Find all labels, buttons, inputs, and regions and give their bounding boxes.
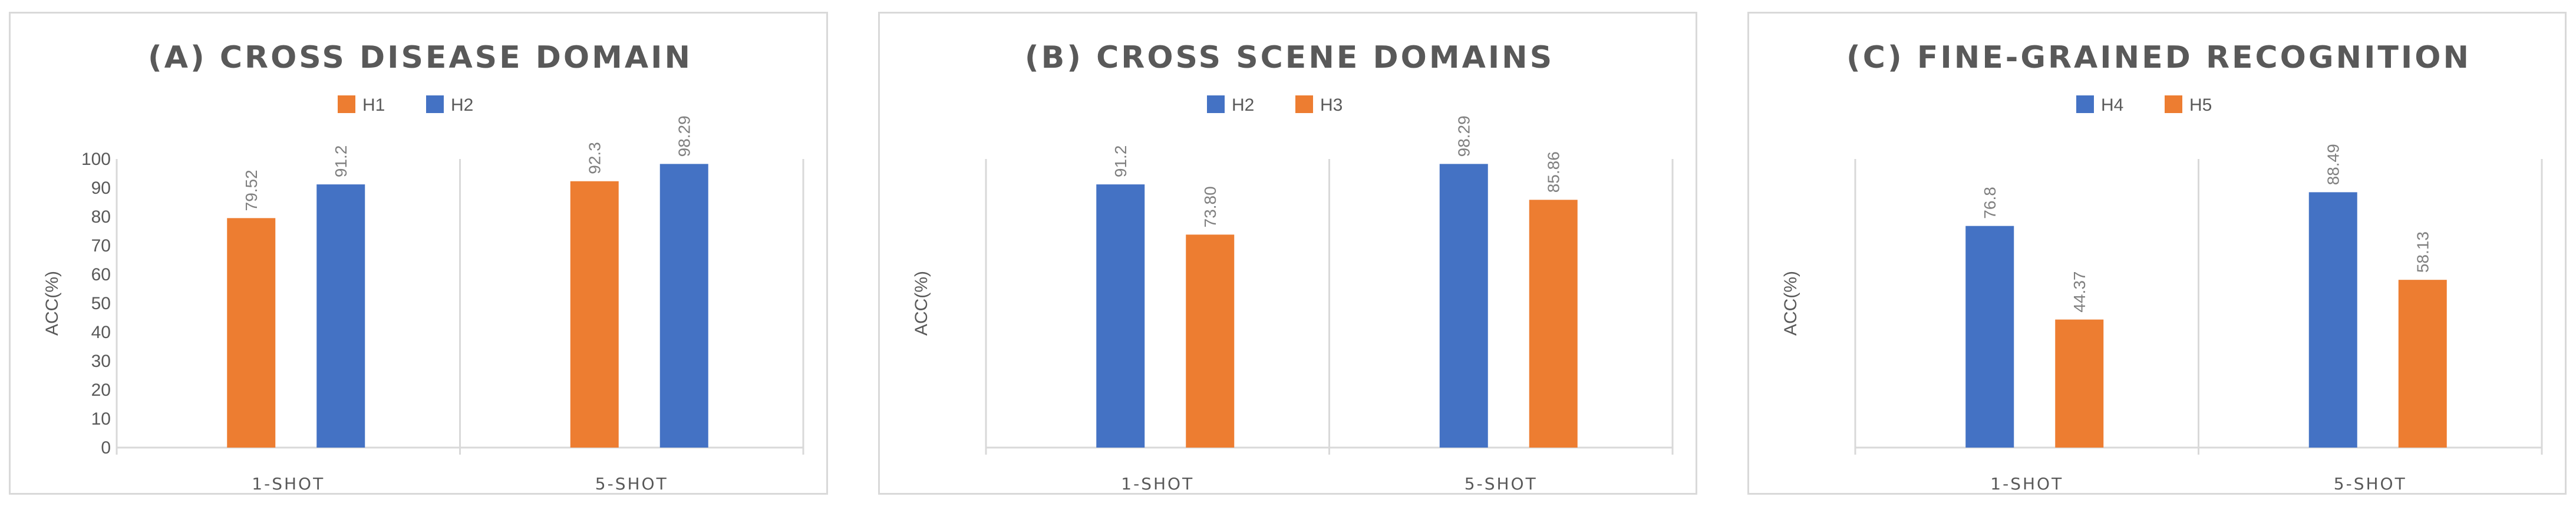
legend-swatch-h2 xyxy=(1207,95,1225,113)
data-label-h2-5-shot: 98.29 xyxy=(1455,115,1473,157)
chart-panel-c: (C) FINE-GRAINED RECOGNITION H4 H5 ACC(%) 76… xyxy=(1747,12,2567,495)
bar-h3-5-shot xyxy=(1529,200,1578,448)
bar-h5-5-shot xyxy=(2398,280,2447,448)
data-label-h4-1-shot: 76.8 xyxy=(1981,187,1999,219)
bar-h5-1-shot xyxy=(2055,319,2104,448)
y-tick-label: 100 xyxy=(81,150,111,169)
data-label-h3-5-shot: 85.86 xyxy=(1545,151,1563,193)
bar-h4-5-shot xyxy=(2308,192,2357,448)
legend-swatch-h4 xyxy=(2076,95,2094,113)
data-label-h4-5-shot: 88.49 xyxy=(2324,144,2343,185)
bar-h2-1-shot xyxy=(316,184,365,448)
legend-label-h2: H2 xyxy=(1232,95,1254,115)
legend-label-h1: H1 xyxy=(362,95,385,115)
chart-panel-a: (A) CROSS DISEASE DOMAIN H1 H2 0 10 20 30 40 50 6… xyxy=(9,12,828,495)
bar-h4-1-shot xyxy=(1965,226,2014,448)
y-tick-label: 30 xyxy=(91,352,111,371)
legend-label-h2: H2 xyxy=(451,95,473,115)
bar-h2-5-shot xyxy=(1439,164,1488,448)
bar-h1-5-shot xyxy=(570,181,619,448)
data-label-h5-1-shot: 44.37 xyxy=(2070,271,2089,313)
data-label-h2-1-shot: 91.2 xyxy=(1111,145,1130,178)
chart-svg-b: (B) CROSS SCENE DOMAINS H2 H3 ACC(%) 91.2 73.… xyxy=(912,40,1674,494)
bar-h1-1-shot xyxy=(227,218,276,448)
data-label-h5-5-shot: 58.13 xyxy=(2414,231,2432,273)
y-tick-label: 70 xyxy=(91,236,111,256)
chart-title: (C) FINE-GRAINED RECOGNITION xyxy=(1846,40,2471,75)
legend-label-h3: H3 xyxy=(1320,95,1343,115)
category-label-1-shot: 1-SHOT xyxy=(252,474,325,494)
legend-swatch-h3 xyxy=(1295,95,1313,113)
y-axis-label: ACC(%) xyxy=(42,271,62,336)
y-tick-label: 90 xyxy=(91,178,111,198)
category-label-5-shot: 5-SHOT xyxy=(595,474,668,494)
data-label-h1-1-shot: 79.52 xyxy=(242,170,260,211)
legend-swatch-h5 xyxy=(2165,95,2182,113)
bar-h2-5-shot xyxy=(659,164,708,448)
chart-title: (B) CROSS SCENE DOMAINS xyxy=(1025,40,1554,75)
legend-swatch-h1 xyxy=(338,95,355,113)
y-tick-label: 10 xyxy=(91,409,111,429)
chart-title: (A) CROSS DISEASE DOMAIN xyxy=(148,40,692,75)
category-label-1-shot: 1-SHOT xyxy=(1121,474,1194,494)
y-tick-label: 40 xyxy=(91,323,111,342)
chart-svg-c: (C) FINE-GRAINED RECOGNITION H4 H5 ACC(%) 76… xyxy=(1781,40,2543,494)
category-label-5-shot: 5-SHOT xyxy=(1465,474,1538,494)
chart-svg-a: (A) CROSS DISEASE DOMAIN H1 H2 0 10 20 30 40 50 6… xyxy=(42,40,804,494)
legend-label-h5: H5 xyxy=(2189,95,2212,115)
category-label-1-shot: 1-SHOT xyxy=(1990,474,2063,494)
y-tick-label: 0 xyxy=(101,438,111,458)
legend-swatch-h2 xyxy=(426,95,444,113)
y-tick-label: 20 xyxy=(91,380,111,400)
data-label-h2-5-shot: 98.29 xyxy=(675,115,694,157)
category-label-5-shot: 5-SHOT xyxy=(2334,474,2407,494)
y-tick-label: 80 xyxy=(91,207,111,227)
legend-label-h4: H4 xyxy=(2101,95,2123,115)
data-label-h1-5-shot: 92.3 xyxy=(586,142,604,174)
data-label-h3-1-shot: 73.80 xyxy=(1201,186,1219,227)
chart-panel-b: (B) CROSS SCENE DOMAINS H2 H3 ACC(%) 91.2 73.… xyxy=(878,12,1697,495)
y-tick-label: 60 xyxy=(91,265,111,284)
y-tick-label: 50 xyxy=(91,294,111,313)
bar-h2-1-shot xyxy=(1096,184,1145,448)
bar-h3-1-shot xyxy=(1186,234,1235,448)
data-label-h2-1-shot: 91.2 xyxy=(332,145,350,178)
y-axis-label: ACC(%) xyxy=(1781,271,1800,336)
y-axis-label: ACC(%) xyxy=(912,271,931,336)
